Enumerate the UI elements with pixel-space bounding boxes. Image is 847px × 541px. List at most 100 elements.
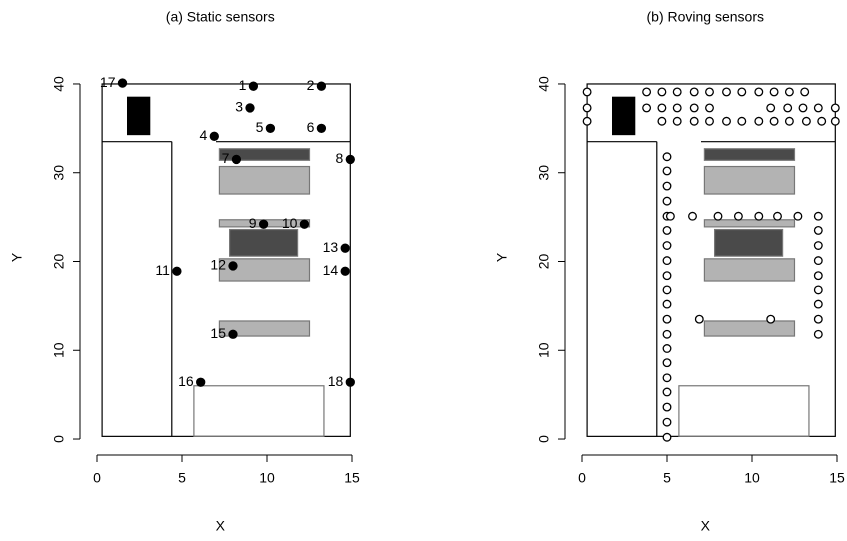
sensor-point: [265, 123, 276, 133]
sensor-point: [672, 87, 682, 97]
sensor-point: [713, 211, 723, 221]
sensor-point: [662, 402, 672, 412]
sensor-point: [813, 103, 823, 113]
sensor-point: [766, 103, 776, 113]
sensor-label: 5: [256, 119, 264, 135]
sensor-point: [662, 299, 672, 309]
sensor-label: 13: [323, 239, 339, 255]
sensor-point: [689, 116, 699, 126]
sensor-point: [705, 103, 714, 113]
sensor-label: 10: [282, 215, 298, 231]
sensor-point: [662, 387, 672, 397]
sensor-point: [642, 87, 652, 97]
sensor-label: 16: [178, 373, 194, 389]
chart-title: (a) Static sensors: [166, 9, 275, 25]
x-tick-label: 0: [578, 470, 586, 486]
sensor-point: [737, 116, 747, 126]
sensor-point: [662, 166, 672, 176]
x-tick-label: 5: [178, 470, 186, 486]
y-tick-label: 0: [51, 435, 67, 443]
sensor-point: [783, 103, 793, 113]
y-tick-label: 10: [51, 342, 67, 358]
sensor-point: [662, 225, 672, 235]
sensor-point: [228, 261, 238, 271]
x-tick-label: 10: [744, 470, 760, 486]
sensor-point: [662, 314, 672, 324]
sensor-point: [662, 271, 672, 281]
sensor-point: [662, 344, 672, 353]
y-tick-label: 30: [536, 165, 552, 181]
sensor-point: [773, 211, 782, 221]
floor-plan-room: [218, 258, 311, 282]
y-tick-label: 20: [536, 253, 552, 269]
sensor-point: [662, 329, 672, 339]
floor-plan-room: [193, 385, 325, 437]
sensor-point: [737, 87, 747, 97]
panel: (b) Roving sensors X Y 0 5 10 15 0 10 20 30 40: [494, 9, 845, 534]
x-tick-label: 15: [829, 470, 845, 486]
sensor-label: 6: [307, 119, 315, 135]
sensor-point: [817, 116, 827, 126]
sensor-point: [117, 78, 128, 88]
sensor-point: [813, 285, 823, 295]
y-tick-label: 0: [536, 435, 552, 443]
y-tick-label: 30: [51, 165, 67, 181]
sensor-point: [733, 211, 743, 221]
sensor-point: [196, 377, 206, 387]
chart-title: (b) Roving sensors: [647, 9, 765, 25]
sensor-point: [245, 103, 255, 113]
sensor-point: [248, 81, 259, 91]
sensor-point: [689, 103, 699, 113]
sensor-point: [830, 103, 840, 113]
sensor-label: 7: [222, 150, 230, 166]
floor-plan-room: [703, 258, 796, 282]
sensor-label: 14: [323, 262, 339, 278]
sensor-point: [769, 116, 779, 126]
sensor-point: [784, 87, 794, 97]
sensor-point: [662, 196, 672, 206]
sensor-point: [662, 256, 672, 266]
y-tick-label: 40: [536, 76, 552, 92]
sensor-point: [754, 116, 764, 126]
floor-plan-room: [703, 320, 796, 337]
sensor-point: [688, 211, 697, 221]
floor-plan-room: [126, 96, 151, 136]
y-tick-label: 20: [51, 253, 67, 269]
sensor-point: [662, 373, 672, 383]
floor-plan-room: [678, 385, 810, 437]
floor-plan-room: [713, 228, 784, 257]
sensor-label: 18: [328, 373, 344, 389]
sensor-point: [662, 285, 672, 295]
sensor-point: [662, 241, 672, 250]
sensor-point: [784, 116, 794, 126]
sensor-point: [345, 154, 355, 165]
x-tick-label: 15: [344, 470, 360, 486]
sensor-point: [722, 116, 731, 126]
sensor-point: [662, 358, 672, 368]
sensor-point: [340, 243, 350, 253]
sensor-point: [722, 87, 731, 97]
y-axis-title: Y: [9, 252, 25, 262]
sensor-point: [657, 103, 667, 113]
x-axis-title: X: [701, 518, 711, 534]
sensor-label: 8: [336, 150, 344, 166]
y-axis-title: Y: [494, 252, 510, 262]
y-tick-label: 40: [51, 76, 67, 92]
sensor-point: [705, 116, 714, 126]
x-tick-label: 0: [93, 470, 101, 486]
sensor-point: [662, 417, 672, 427]
sensor-label: 1: [239, 77, 247, 93]
sensor-point: [258, 219, 269, 229]
sensor-point: [228, 329, 238, 339]
sensor-point: [694, 314, 704, 324]
sensor-label: 4: [200, 127, 208, 143]
sensor-point: [672, 103, 682, 113]
floor-plan-room: [218, 148, 311, 161]
sensor-point: [766, 314, 776, 324]
sensor-point: [813, 271, 823, 281]
sensor-point: [769, 87, 779, 97]
sensor-point: [813, 241, 823, 250]
sensor-point: [793, 211, 803, 221]
sensor-label: 12: [210, 257, 226, 273]
